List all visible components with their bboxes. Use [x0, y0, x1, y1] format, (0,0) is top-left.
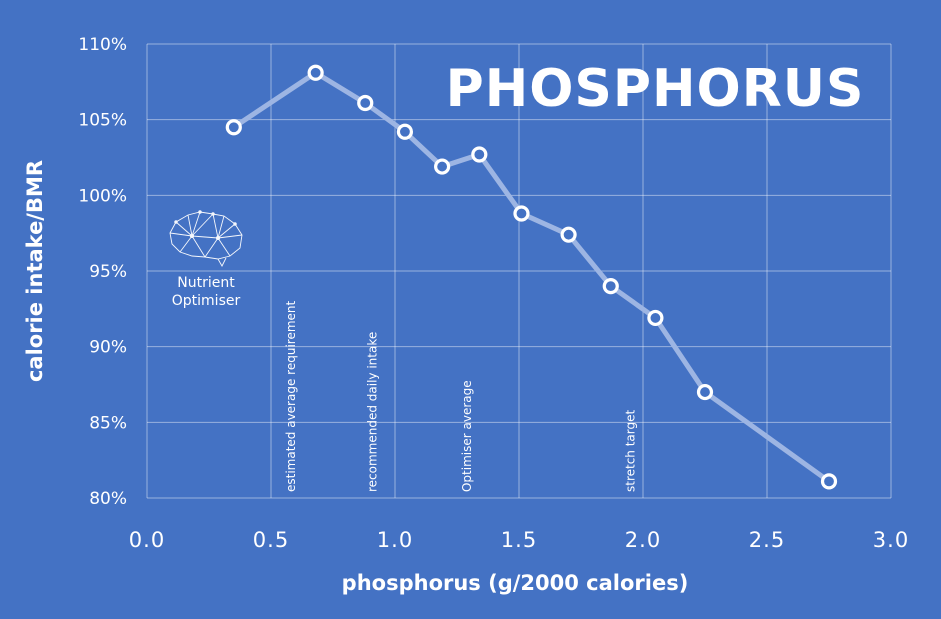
data-point — [647, 309, 664, 327]
grid-lines — [146, 43, 892, 499]
data-point — [513, 205, 530, 222]
data-point — [820, 473, 838, 490]
y-tick-label: 105% — [78, 111, 127, 131]
data-point — [471, 146, 488, 163]
x-axis-ticks: 0.0 0.5 1.0 1.5 2.0 2.5 3.0 — [129, 528, 909, 552]
x-tick-label: 0.5 — [253, 528, 289, 552]
data-point — [434, 158, 451, 175]
annotation-label: estimated average requirement — [284, 300, 298, 492]
logo-line-1: Nutrient — [177, 275, 235, 291]
annotation-label: recommended daily intake — [366, 332, 380, 492]
x-axis-label: phosphorus (g/2000 calories) — [342, 571, 689, 595]
y-tick-label: 110% — [78, 35, 127, 55]
annotation-label: Optimiser average — [460, 380, 474, 492]
data-point — [560, 226, 577, 243]
x-tick-label: 1.0 — [377, 528, 413, 552]
y-tick-label: 80% — [89, 489, 127, 509]
y-tick-label: 95% — [89, 262, 127, 282]
brain-network-icon — [169, 210, 243, 267]
y-tick-label: 85% — [89, 413, 127, 433]
data-point — [357, 94, 374, 112]
x-tick-label: 0.0 — [129, 528, 165, 552]
x-tick-label: 2.0 — [625, 528, 661, 552]
y-tick-label: 100% — [78, 186, 127, 206]
y-axis-ticks: 80% 85% 90% 95% 100% 105% 110% — [78, 35, 127, 509]
data-point — [696, 383, 714, 401]
data-point — [602, 278, 619, 295]
data-point — [396, 123, 414, 140]
logo-line-2: Optimiser — [172, 293, 241, 309]
y-tick-label: 90% — [89, 338, 127, 358]
data-series — [225, 64, 838, 490]
y-axis-label: calorie intake/BMR — [23, 160, 47, 382]
data-point — [307, 64, 324, 81]
chart-title: PHOSPHORUS — [446, 59, 865, 119]
x-tick-label: 2.5 — [749, 528, 785, 552]
annotations: estimated average requirement recommended… — [284, 300, 638, 492]
series-line — [231, 70, 832, 484]
nutrient-optimiser-logo: Nutrient Optimiser — [169, 210, 243, 309]
x-tick-label: 3.0 — [873, 528, 909, 552]
annotation-label: stretch target — [624, 409, 638, 492]
x-tick-label: 1.5 — [501, 528, 537, 552]
data-point — [225, 119, 242, 136]
